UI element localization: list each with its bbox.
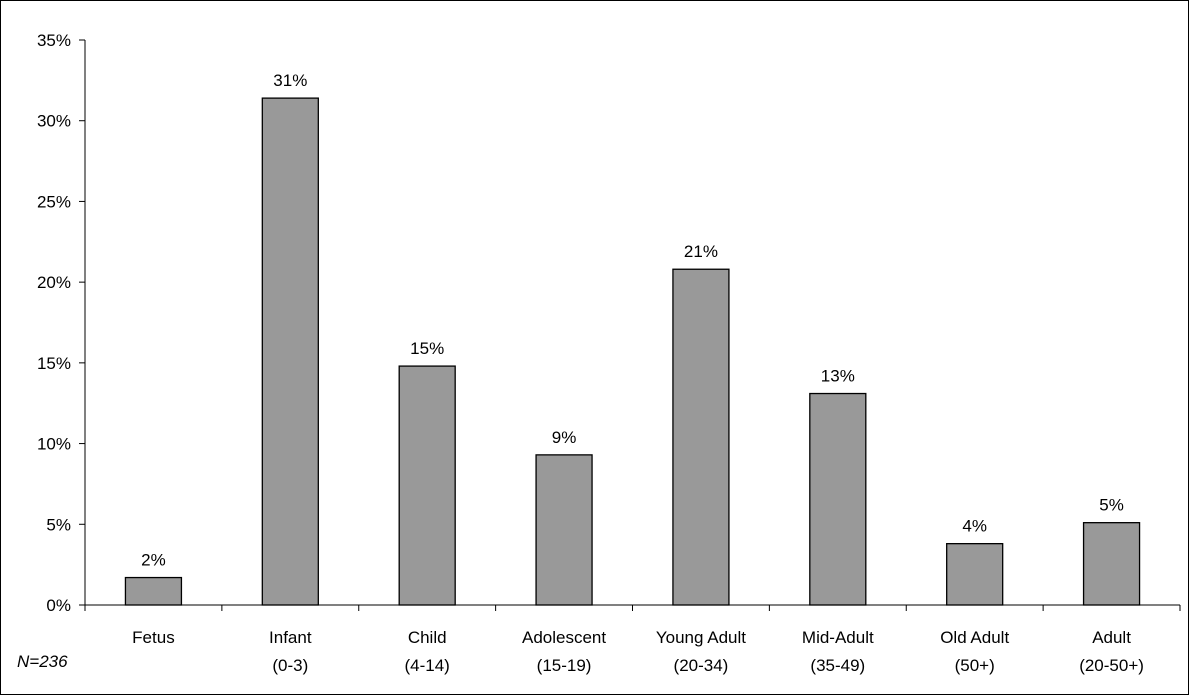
x-category-label: Infant: [269, 628, 312, 647]
data-label: 2%: [141, 551, 166, 570]
x-category-label: Child: [408, 628, 447, 647]
x-category-label: Adolescent: [522, 628, 606, 647]
bar: [809, 392, 867, 606]
bar: [946, 543, 1004, 606]
data-label: 4%: [962, 517, 987, 536]
y-tick-label: 10%: [37, 435, 71, 454]
data-label: 15%: [410, 339, 444, 358]
x-category-label: Old Adult: [940, 628, 1009, 647]
bars: [124, 97, 1141, 606]
bar: [1082, 522, 1141, 606]
bar: [261, 97, 319, 606]
x-category-label: Mid-Adult: [802, 628, 874, 647]
y-tick-label: 25%: [37, 192, 71, 211]
y-tick-label: 0%: [46, 596, 71, 615]
bar: [672, 268, 730, 606]
bar: [398, 365, 456, 606]
x-category-label: (20-34): [674, 656, 729, 675]
data-label: 5%: [1099, 496, 1124, 515]
x-category-label: Adult: [1092, 628, 1131, 647]
x-category-label: Young Adult: [656, 628, 746, 647]
y-tick-label: 15%: [37, 354, 71, 373]
data-label: 21%: [684, 242, 718, 261]
x-category-label: (4-14): [405, 656, 450, 675]
x-category-label: (15-19): [537, 656, 592, 675]
y-tick-label: 20%: [37, 273, 71, 292]
bar: [535, 454, 593, 606]
sample-size-note: N=236: [17, 652, 68, 671]
data-label: 31%: [273, 71, 307, 90]
data-label: 13%: [821, 367, 855, 386]
axes: [79, 39, 1181, 611]
bar: [124, 576, 183, 606]
x-category-label: (35-49): [810, 656, 865, 675]
y-tick-label: 30%: [37, 112, 71, 131]
x-category-label: (50+): [955, 656, 995, 675]
data-label: 9%: [552, 428, 577, 447]
x-category-label: Fetus: [132, 628, 175, 647]
x-category-label: (0-3): [272, 656, 308, 675]
y-tick-label: 35%: [37, 31, 71, 50]
y-tick-label: 5%: [46, 515, 71, 534]
x-category-label: (20-50+): [1079, 656, 1144, 675]
labels: 0% 5% 10% 15% 20% 25% 30% 35% 2% Fetus 31% Infant (0…: [37, 31, 1144, 675]
